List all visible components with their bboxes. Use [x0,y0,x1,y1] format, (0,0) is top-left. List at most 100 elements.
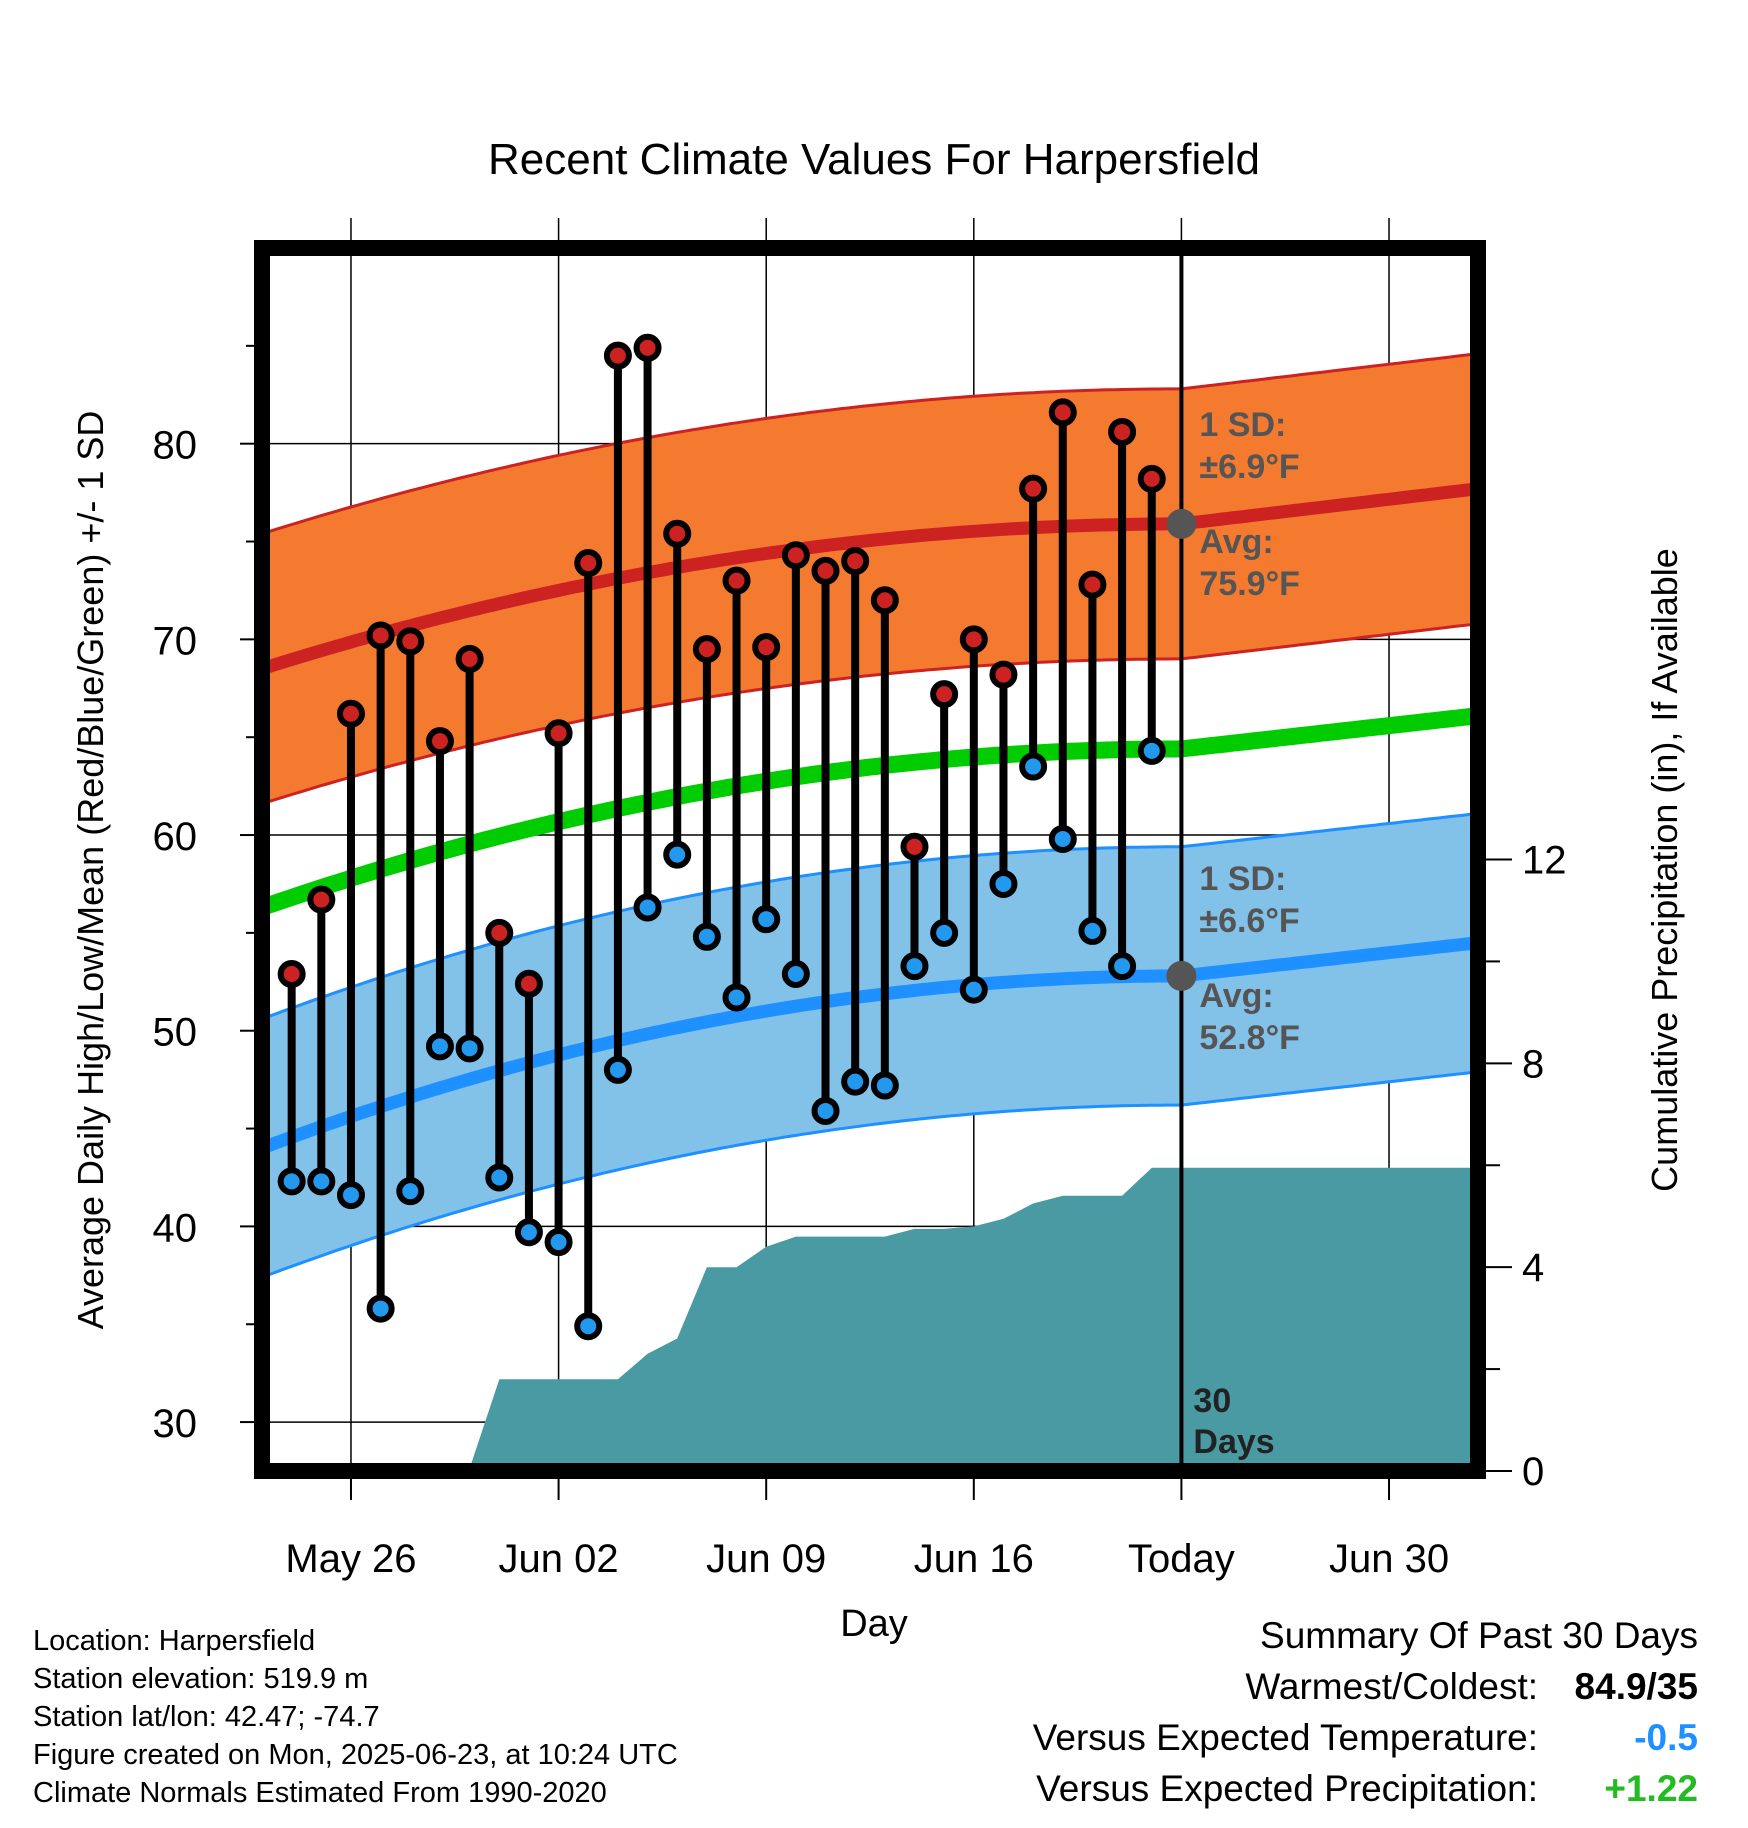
period-label-number: 30 [1193,1382,1231,1420]
low-point [544,1228,573,1257]
high-point [366,621,395,650]
low-point [692,922,721,951]
elevation-text: Station elevation: 519.9 m [33,1663,369,1695]
high-point [396,627,425,656]
low-point [633,893,662,922]
x-tick-label: Jun 30 [1329,1537,1449,1581]
low-point [455,1034,484,1063]
low-point [336,1181,365,1210]
mean-avg-line [262,707,1478,916]
y2-tick-label: 4 [1522,1246,1544,1290]
x-tick-label: May 26 [285,1537,416,1581]
chart-title: Recent Climate Values For Harpersfield [488,135,1260,184]
low-point [307,1167,336,1196]
precipitation-area [262,1167,1478,1471]
x-tick-label: Jun 09 [706,1537,826,1581]
warmest-label: Warmest/Coldest: [1245,1666,1538,1707]
y2-tick-label: 12 [1522,839,1567,883]
low-point [603,1055,632,1084]
high-avg-line [262,482,1478,675]
low-sd-lower-edge [262,1070,1478,1279]
low-point [514,1218,543,1247]
high-sd-label: 1 SD: [1199,406,1286,444]
high-sd-upper-edge [262,352,1478,536]
y2-tick-label: 8 [1522,1042,1544,1086]
summary-panel: Summary Of Past 30 Days Warmest/Coldest:… [1033,1610,1698,1814]
low-point [722,983,751,1012]
temp-value: -0.5 [1634,1717,1698,1758]
y-tick-label: 50 [153,1011,198,1055]
high-point [603,341,632,370]
high-sd-lower-edge [262,622,1478,806]
precip-area [262,1167,1478,1471]
y-tick-label: 80 [153,424,198,468]
low-point [1137,736,1166,765]
low-point [1048,824,1077,853]
high-point [841,547,870,576]
low-point [485,1163,514,1192]
y-tick-label: 30 [153,1402,198,1446]
low-point [959,975,988,1004]
high-point [425,727,454,756]
daily-range-bars [277,333,1197,1341]
high-point [455,644,484,673]
today-low-avg-marker [1166,960,1197,991]
low-point [396,1177,425,1206]
low-point [425,1032,454,1061]
high-point [574,549,603,578]
y-tick-label: 40 [153,1206,198,1250]
climate-normals [262,352,1478,1279]
plot-frame [254,240,1486,1479]
high-point [1019,474,1048,503]
low-point [574,1312,603,1341]
x-tick-label: Jun 16 [914,1537,1034,1581]
high-point [544,719,573,748]
high-point [336,699,365,728]
precip-value: +1.22 [1604,1768,1698,1809]
low-point [811,1096,840,1125]
high-point [514,969,543,998]
warmest-value: 84.9/35 [1574,1666,1698,1707]
axes: 30 40 50 60 70 80 0 4 8 12 May 26 Jun 02 Jun 09 Jun 1… [153,344,1567,1581]
y2-tick-label: 0 [1522,1450,1544,1494]
low-point [900,952,929,981]
low-sd-label: 1 SD: [1199,860,1286,898]
high-point [900,832,929,861]
high-point [722,566,751,595]
high-point [1108,417,1137,446]
low-point [1108,952,1137,981]
x-tick-label: Jun 02 [499,1537,619,1581]
high-point [870,586,899,615]
high-point [485,918,514,947]
normal-annotations: 1 SD: ±6.9°F Avg: 75.9°F 1 SD: ±6.6°F Avg: 52.8… [1199,406,1300,1057]
period-label-unit: Days [1193,1423,1274,1461]
low-point [841,1067,870,1096]
precip-label: Versus Expected Precipitation: [1036,1768,1538,1809]
high-point [663,519,692,548]
y-tick-label: 60 [153,815,198,859]
high-point [959,625,988,654]
high-point [930,680,959,709]
low-sd-upper-edge [262,812,1478,1021]
summary-precip: Versus Expected Precipitation: +1.22 [1033,1763,1698,1814]
temp-label: Versus Expected Temperature: [1032,1717,1538,1758]
high-point [307,885,336,914]
summary-title: Summary Of Past 30 Days [1260,1615,1698,1656]
y-tick-label: 70 [153,619,198,663]
low-point [752,905,781,934]
low-point [1019,752,1048,781]
high-point [633,333,662,362]
x-tick-label: Today [1128,1537,1235,1581]
x-axis-label: Day [840,1603,908,1645]
low-point [366,1294,395,1323]
high-point [752,633,781,662]
high-point [1137,464,1166,493]
created-text: Figure created on Mon, 2025-06-23, at 10… [33,1739,678,1771]
station-info: Location: Harpersfield Station elevation… [33,1622,678,1812]
summary-warmest: Warmest/Coldest: 84.9/35 [1033,1661,1698,1712]
high-point [277,959,306,988]
low-avg-line [262,936,1478,1155]
latlon-text: Station lat/lon: 42.47; -74.7 [33,1701,380,1733]
